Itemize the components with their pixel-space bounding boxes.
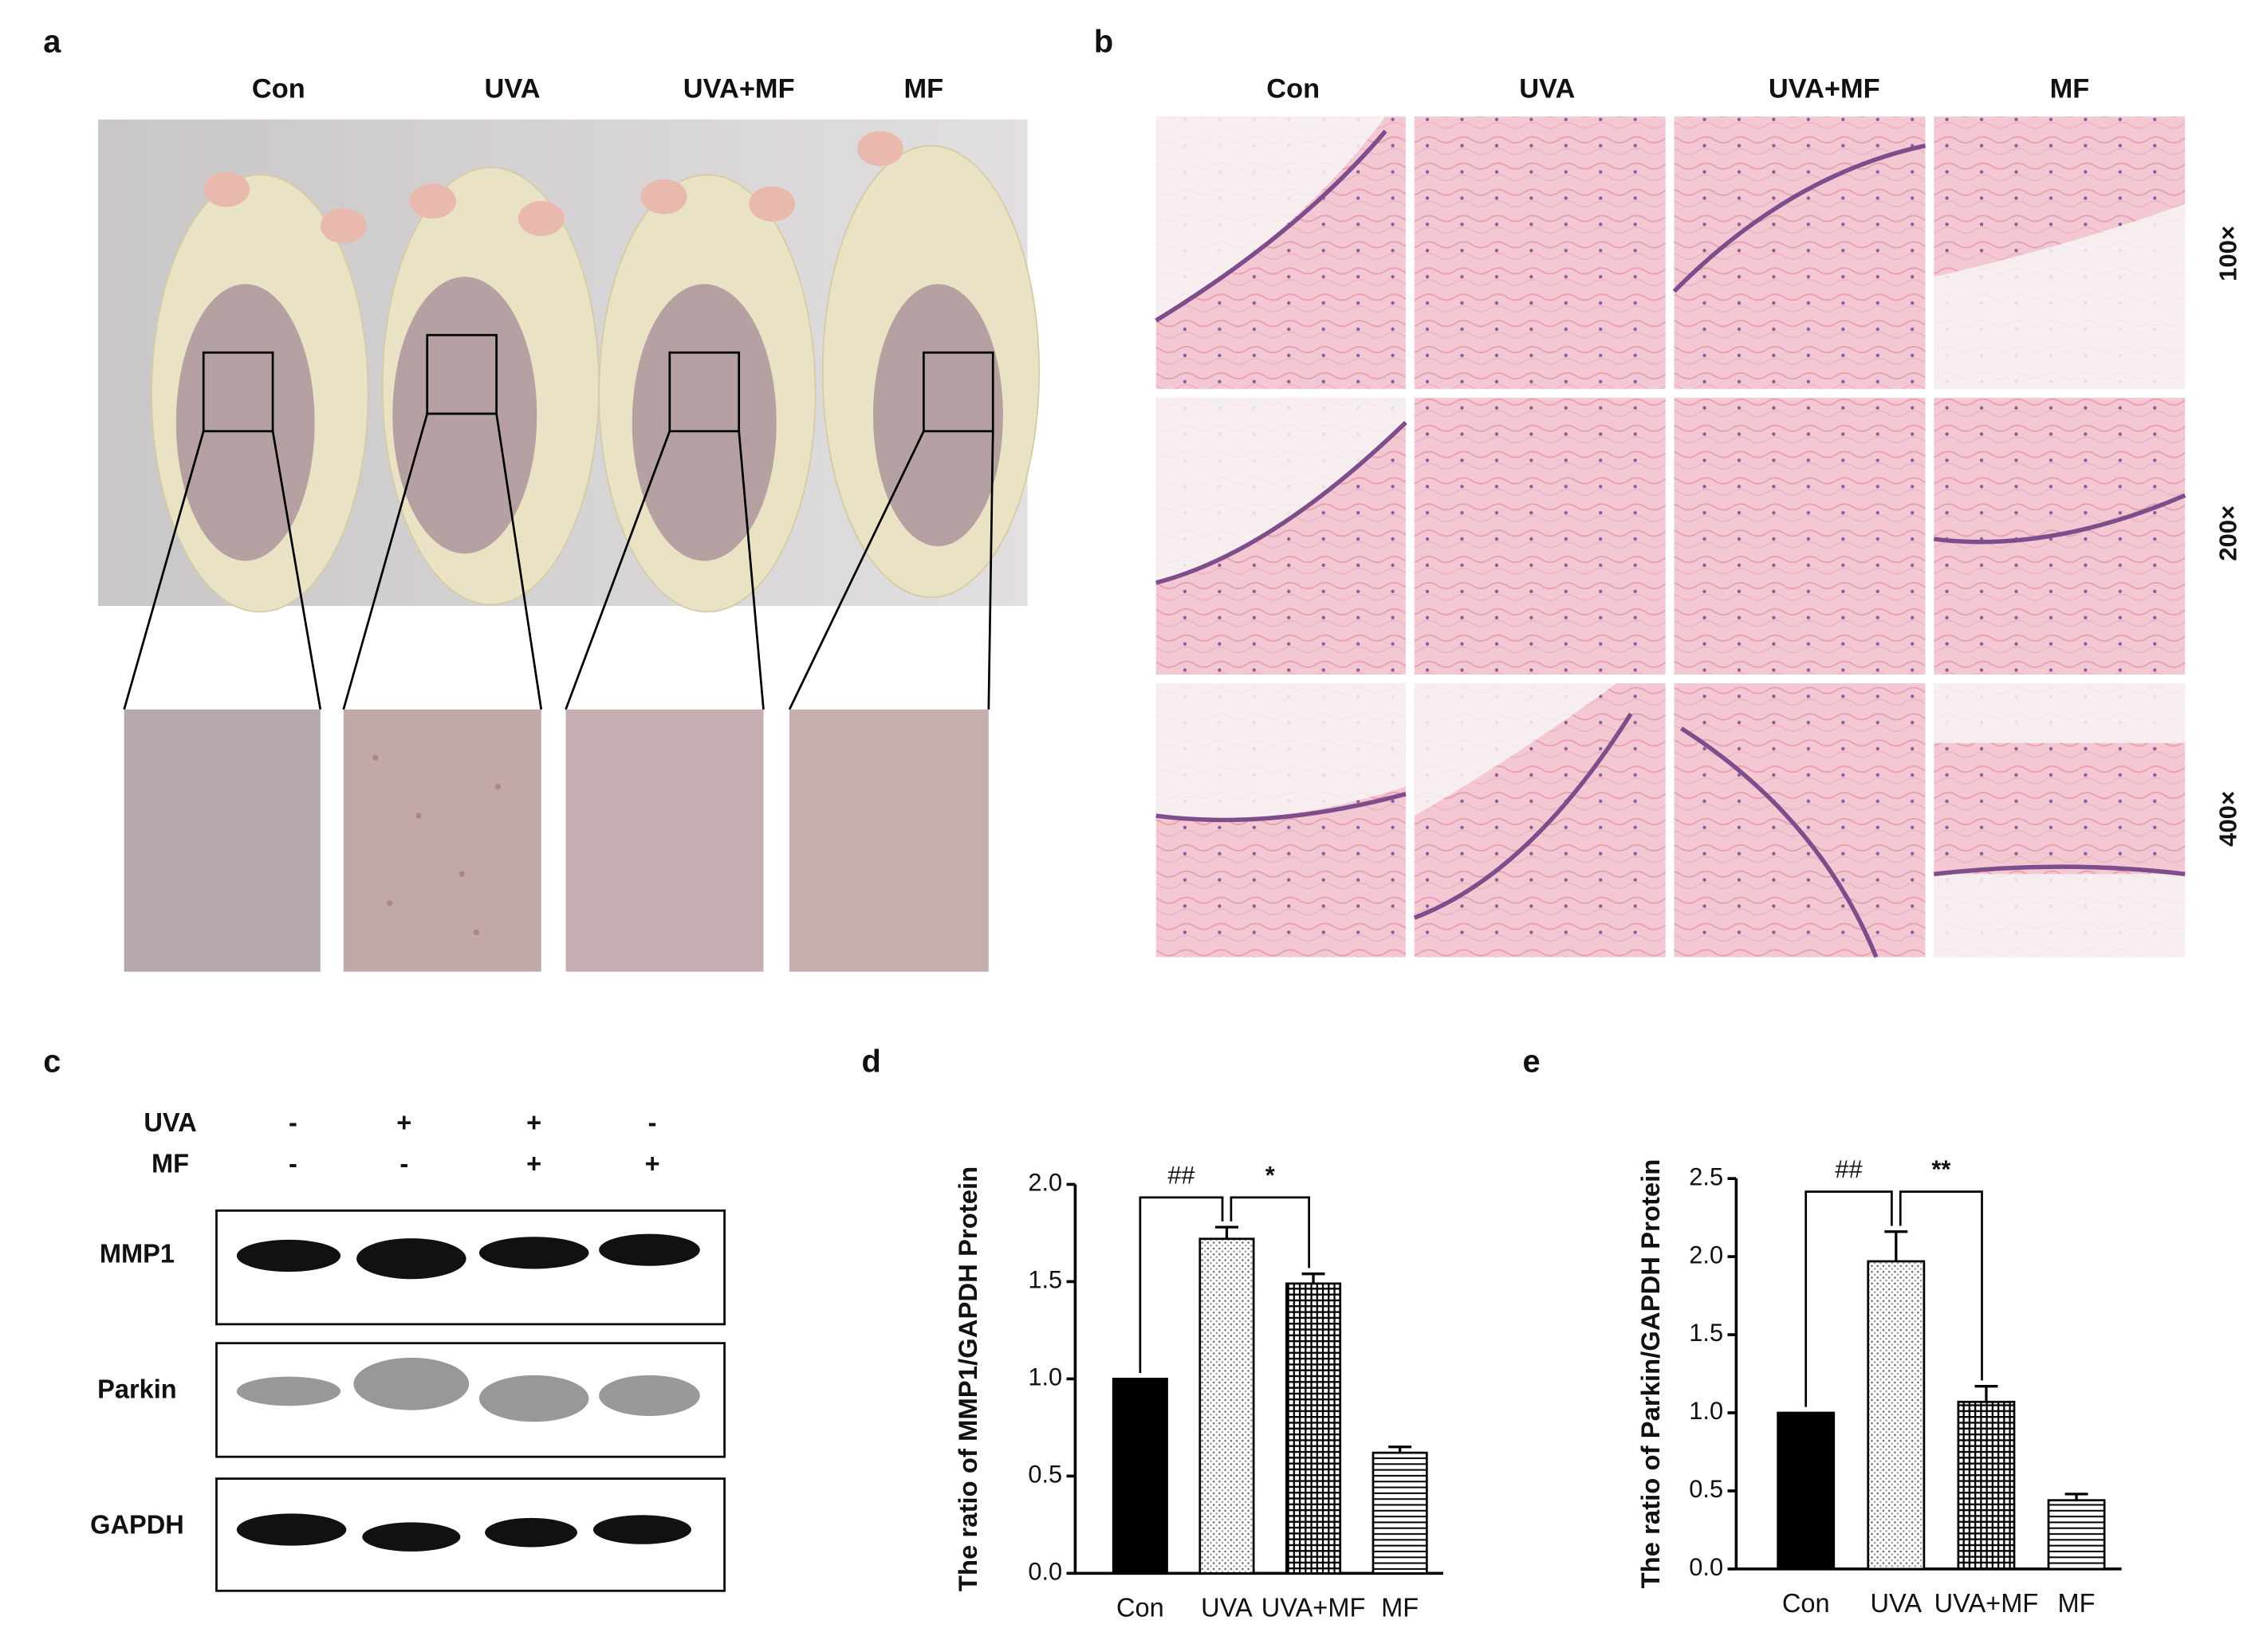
condition-mark: + bbox=[645, 1148, 660, 1178]
condition-mark: - bbox=[289, 1148, 297, 1178]
group-label: UVA+MF bbox=[683, 73, 795, 104]
condition-mark: + bbox=[396, 1107, 411, 1137]
group-label: MF bbox=[2050, 73, 2090, 104]
x-tick-label: Con bbox=[1116, 1593, 1164, 1622]
significance-bracket bbox=[1230, 1196, 1310, 1268]
magnification-label: 100× bbox=[2214, 226, 2242, 281]
bar bbox=[1198, 1237, 1255, 1575]
x-tick-label: UVA bbox=[1201, 1593, 1253, 1622]
bar bbox=[1777, 1411, 1836, 1571]
bar bbox=[1285, 1282, 1342, 1575]
panel-label: e bbox=[1522, 1044, 1540, 1079]
y-tick-label: 1.0 bbox=[1028, 1363, 1062, 1390]
y-tick-label: 0.5 bbox=[1028, 1460, 1062, 1488]
western-blots bbox=[215, 1210, 726, 1592]
condition-label: UVA bbox=[144, 1107, 196, 1137]
panel-texts: a b c bbox=[43, 24, 1113, 1079]
y-tick-label: 1.5 bbox=[1689, 1319, 1723, 1347]
band-label: Parkin bbox=[97, 1374, 177, 1403]
bar bbox=[1957, 1400, 2016, 1571]
error-bar bbox=[1884, 1230, 1908, 1261]
condition-mark: - bbox=[648, 1107, 657, 1137]
group-label: Con bbox=[252, 73, 305, 104]
significance-label: * bbox=[1265, 1161, 1275, 1189]
group-label: UVA bbox=[485, 73, 541, 104]
significance-bracket bbox=[1139, 1196, 1224, 1374]
error-bar bbox=[1214, 1225, 1238, 1239]
significance-bracket bbox=[1899, 1190, 1983, 1381]
panel-label: c bbox=[43, 1044, 61, 1079]
condition-mark: + bbox=[526, 1107, 541, 1137]
photo-mice bbox=[98, 119, 1041, 972]
y-axis-title: The ratio of Parkin/GAPDH Protein bbox=[1635, 1159, 1665, 1589]
y-tick-label: 2.0 bbox=[1689, 1241, 1723, 1268]
y-tick-label: 2.5 bbox=[1689, 1162, 1723, 1190]
error-bar bbox=[1388, 1446, 1412, 1453]
band-label: GAPDH bbox=[90, 1509, 184, 1539]
x-tick-label: UVA bbox=[1871, 1588, 1923, 1618]
significance-label: ## bbox=[1835, 1155, 1863, 1183]
significance-bracket bbox=[1804, 1190, 1893, 1407]
y-tick-label: 0.0 bbox=[1028, 1557, 1062, 1585]
y-axis-title: The ratio of MMP1/GAPDH Protein bbox=[953, 1166, 982, 1591]
condition-mark: - bbox=[399, 1148, 408, 1178]
x-tick-label: Con bbox=[1782, 1588, 1830, 1618]
x-tick-label: MF bbox=[1381, 1593, 1419, 1622]
condition-mark: - bbox=[289, 1107, 297, 1137]
band-label: MMP1 bbox=[100, 1239, 175, 1268]
x-tick-label: UVA+MF bbox=[1934, 1588, 2039, 1618]
group-label: UVA bbox=[1519, 73, 1575, 104]
group-label: Con bbox=[1266, 73, 1320, 104]
x-tick-label: UVA+MF bbox=[1261, 1593, 1366, 1622]
bar bbox=[1867, 1260, 1926, 1571]
group-label: MF bbox=[904, 73, 944, 104]
error-bar bbox=[1974, 1385, 1998, 1402]
panel-label: b bbox=[1094, 24, 1113, 59]
histology-grid bbox=[1155, 116, 2186, 958]
group-label: UVA+MF bbox=[1769, 73, 1880, 104]
error-bar bbox=[2064, 1493, 2088, 1501]
x-tick-label: MF bbox=[2058, 1588, 2096, 1618]
bar bbox=[1372, 1451, 1428, 1575]
y-tick-label: 1.5 bbox=[1028, 1266, 1062, 1294]
panel-label: a bbox=[43, 24, 61, 59]
y-tick-label: 0.0 bbox=[1689, 1553, 1723, 1581]
condition-mark: + bbox=[526, 1148, 541, 1178]
bar bbox=[2047, 1499, 2106, 1571]
condition-label: MF bbox=[152, 1148, 189, 1178]
panel-label: d bbox=[862, 1044, 881, 1079]
bar bbox=[1112, 1378, 1168, 1575]
significance-label: ## bbox=[1167, 1161, 1195, 1189]
y-tick-label: 2.0 bbox=[1028, 1169, 1062, 1197]
magnification-label: 200× bbox=[2214, 505, 2242, 561]
magnification-label: 400× bbox=[2214, 791, 2242, 847]
error-bar bbox=[1301, 1272, 1325, 1284]
significance-label: ** bbox=[1931, 1155, 1950, 1183]
y-tick-label: 0.5 bbox=[1689, 1475, 1723, 1503]
y-tick-label: 1.0 bbox=[1689, 1397, 1723, 1425]
